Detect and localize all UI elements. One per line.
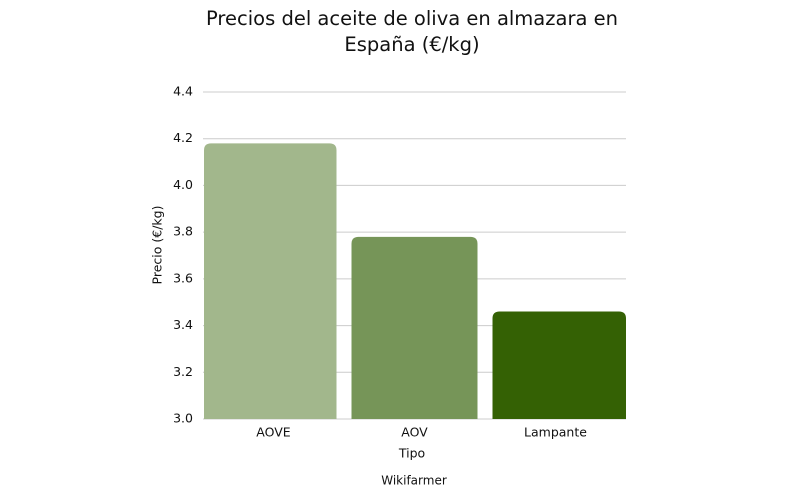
- y-tick-label: 3.2: [173, 364, 193, 379]
- bar: [351, 236, 478, 419]
- y-tick-label: 3.6: [173, 270, 193, 285]
- x-tick-label: Lampante: [524, 425, 587, 440]
- chart-title: Precios del aceite de oliva en almazara …: [206, 7, 618, 56]
- y-tick-label: 3.8: [173, 224, 193, 239]
- bar: [204, 143, 337, 419]
- y-tick-label: 3.0: [173, 411, 193, 426]
- y-tick-label: 3.4: [173, 317, 193, 332]
- x-axis-label: Tipo: [398, 446, 425, 461]
- y-tick-label: 4.2: [173, 130, 193, 145]
- y-tick-label: 4.0: [173, 177, 193, 192]
- y-axis-label: Precio (€/kg): [150, 206, 165, 285]
- y-tick-label: 4.4: [173, 84, 193, 99]
- source: Wikifarmer: [381, 474, 447, 488]
- x-tick-label: AOV: [401, 425, 428, 440]
- x-tick-label: AOVE: [256, 425, 291, 440]
- bar: [492, 311, 626, 419]
